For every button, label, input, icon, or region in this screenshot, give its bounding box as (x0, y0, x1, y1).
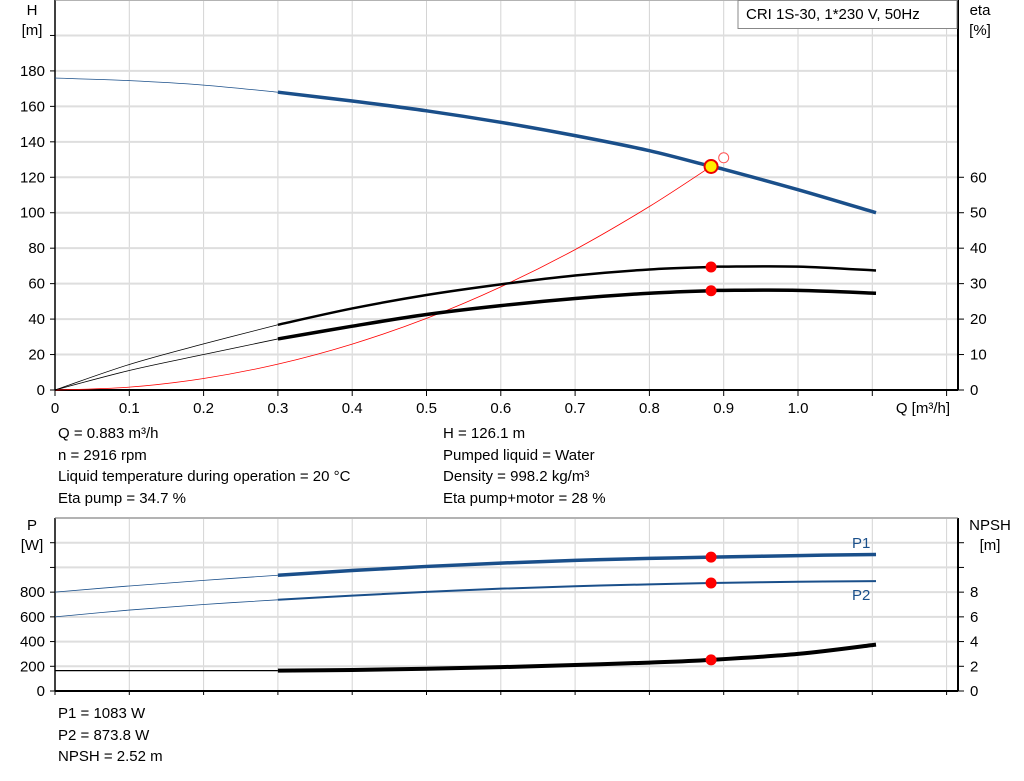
x-tick-label: 0.5 (416, 400, 437, 417)
y2-axis-title: NPSH (969, 517, 1011, 534)
y-axis-title: [W] (21, 537, 44, 554)
p1-curve (277, 552, 877, 577)
info-flow: Q = 0.883 m³/h (58, 425, 159, 442)
legend-box (737, 0, 958, 29)
p1-curve-extrapolated (54, 574, 278, 593)
y2-tick-label: 4 (970, 634, 978, 651)
y-tick-label: 100 (20, 205, 45, 222)
y2-tick-label: 2 (970, 658, 978, 675)
y2-tick-label: 0 (970, 382, 978, 399)
x-tick-label: 1.0 (788, 400, 809, 417)
info-bottom: P1 = 1083 W P2 = 873.8 W NPSH = 2.52 m (58, 703, 163, 768)
p2-series-label: P2 (852, 587, 870, 604)
y2-tick-label: 60 (970, 169, 987, 186)
y-tick-label: 20 (28, 347, 45, 364)
eta-pump-curve (277, 265, 877, 326)
info-npsh: NPSH = 2.52 m (58, 748, 163, 765)
p2-curve (277, 580, 877, 601)
eta-pump-motor-curve-extrapolated (54, 338, 278, 391)
requested-point-marker (718, 152, 730, 164)
x-tick-label: 0.8 (639, 400, 660, 417)
info-eta-pump: Eta pump = 34.7 % (58, 489, 186, 507)
y-tick-label: 180 (20, 63, 45, 80)
eta-total-marker (705, 285, 717, 297)
y-tick-label: 400 (20, 634, 45, 651)
p1-series-label: P1 (852, 535, 870, 552)
info-p1: P1 = 1083 W (58, 705, 146, 722)
y-tick-label: 120 (20, 169, 45, 186)
info-eta-total: Eta pump+motor = 28 % (443, 489, 606, 507)
x-tick-label: 0.4 (342, 400, 363, 417)
y2-tick-label: 30 (970, 276, 987, 293)
y-axis-title: H (27, 2, 38, 19)
y2-tick-label: 20 (970, 311, 987, 328)
y-tick-label: 40 (28, 311, 45, 328)
info-density: Density = 998.2 kg/m³ (443, 468, 590, 485)
y-tick-label: 80 (28, 240, 45, 257)
x-axis-title: Q [m³/h] (896, 400, 950, 417)
p2-curve-marker (705, 577, 717, 589)
x-tick-label: 0.1 (119, 400, 140, 417)
head-curve (277, 90, 877, 215)
x-tick-label: 0 (51, 400, 59, 417)
info-speed: n = 2916 rpm (58, 446, 147, 464)
npsh-curve (277, 642, 877, 673)
system-curve (54, 166, 712, 391)
x-tick-label: 0.3 (267, 400, 288, 417)
y-tick-label: 60 (28, 276, 45, 293)
info-liquid: Pumped liquid = Water (443, 446, 595, 464)
y-axis-title: [m] (22, 22, 43, 39)
y2-axis-title: [%] (969, 22, 991, 39)
y2-axis-title: [m] (980, 537, 1001, 554)
y2-tick-label: 10 (970, 347, 987, 364)
y2-tick-label: 6 (970, 609, 978, 626)
y-tick-label: 140 (20, 134, 45, 151)
y2-axis-title: eta (970, 2, 992, 19)
x-tick-label: 0.6 (490, 400, 511, 417)
info-top-left: Q = 0.883 m³/h n = 2916 rpm Liquid tempe… (58, 423, 350, 509)
x-tick-label: 0.2 (193, 400, 214, 417)
duty-point-marker (703, 158, 719, 174)
info-temperature: Liquid temperature during operation = 20… (58, 468, 351, 485)
x-tick-label: 0.9 (713, 400, 734, 417)
eta-pump-curve-extrapolated (54, 324, 278, 391)
y2-tick-label: 8 (970, 584, 978, 601)
x-tick-label: 0.7 (565, 400, 586, 417)
y-tick-label: 0 (37, 683, 45, 700)
eta-pump-motor-curve (277, 288, 877, 341)
y-tick-label: 0 (37, 382, 45, 399)
p1-curve-marker (705, 551, 717, 563)
y-tick-label: 200 (20, 658, 45, 675)
p2-curve-extrapolated (54, 599, 278, 618)
info-top-right: H = 126.1 m Pumped liquid = Water Densit… (443, 423, 606, 509)
head-curve-extrapolated (54, 77, 278, 93)
y-tick-label: 600 (20, 609, 45, 626)
info-p2: P2 = 873.8 W (58, 726, 150, 744)
y-tick-label: 800 (20, 584, 45, 601)
y-tick-label: 160 (20, 98, 45, 115)
npsh-curve-marker (705, 654, 717, 666)
y2-tick-label: 40 (970, 240, 987, 257)
info-head: H = 126.1 m (443, 425, 526, 442)
y2-tick-label: 0 (970, 683, 978, 700)
legend-title: CRI 1S-30, 1*230 V, 50Hz (746, 6, 920, 23)
eta-pump-marker (705, 261, 717, 273)
y-axis-title: P (27, 517, 37, 534)
y2-tick-label: 50 (970, 205, 987, 222)
